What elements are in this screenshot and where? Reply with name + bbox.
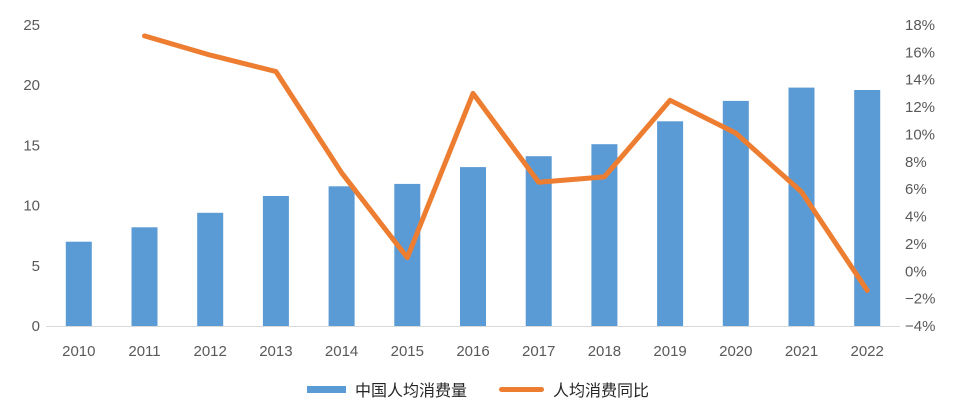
- x-axis-label-2021: 2021: [785, 343, 818, 360]
- x-axis-label-2017: 2017: [522, 343, 555, 360]
- right-axis-tick-18pct: 18%: [905, 17, 935, 34]
- bar-series-label: 中国人均消费量: [354, 381, 467, 400]
- bar-2013: [262, 196, 289, 326]
- right-axis-tick-−2pct: −2%: [905, 291, 935, 308]
- x-axis-label-2014: 2014: [325, 343, 358, 360]
- bar-2018: [591, 144, 618, 326]
- right-axis-tick-2pct: 2%: [905, 236, 927, 253]
- left-axis-tick-10: 10: [23, 198, 40, 215]
- x-axis-label-2019: 2019: [653, 343, 686, 360]
- bar-series-swatch: [306, 385, 346, 393]
- x-axis-label-2022: 2022: [851, 343, 884, 360]
- left-axis-tick-15: 15: [23, 137, 40, 154]
- right-axis-tick-10pct: 10%: [905, 127, 935, 144]
- x-axis-label-2013: 2013: [259, 343, 292, 360]
- legend-item-line-series: 人均消费同比: [499, 377, 649, 401]
- right-axis-tick-16pct: 16%: [905, 44, 935, 61]
- left-axis-tick-20: 20: [23, 77, 40, 94]
- left-axis-tick-0: 0: [32, 318, 40, 335]
- legend-item-bar-series: 中国人均消费量: [306, 377, 467, 401]
- bar-2016: [460, 167, 486, 326]
- x-axis-label-2010: 2010: [62, 343, 95, 360]
- x-axis-label-2015: 2015: [391, 343, 424, 360]
- x-axis-label-2020: 2020: [719, 343, 752, 360]
- bar-2011: [131, 227, 158, 326]
- legend: 中国人均消费量 人均消费同比: [0, 377, 956, 401]
- line-series-label: 人均消费同比: [553, 381, 650, 400]
- right-axis-tick-8pct: 8%: [905, 154, 927, 171]
- right-axis-tick-4pct: 4%: [905, 209, 927, 226]
- bar-2010: [65, 241, 92, 326]
- right-axis-tick-12pct: 12%: [905, 99, 935, 116]
- x-axis-label-2012: 2012: [194, 343, 227, 360]
- x-axis-label-2011: 2011: [128, 343, 160, 360]
- line-series-swatch: [499, 386, 544, 392]
- right-axis-tick-14pct: 14%: [905, 72, 935, 89]
- bar-2019: [657, 121, 684, 326]
- left-axis-tick-5: 5: [32, 258, 40, 275]
- right-axis-tick-0pct: 0%: [905, 263, 927, 280]
- bar-2014: [328, 186, 355, 326]
- line-series: [142, 33, 870, 293]
- left-axis-tick-25: 25: [23, 17, 40, 34]
- bar-2012: [197, 212, 224, 326]
- right-axis-tick-6pct: 6%: [905, 181, 927, 198]
- right-axis-tick-−4pct: −4%: [905, 318, 935, 335]
- x-axis-label-2016: 2016: [456, 343, 489, 360]
- x-axis-label-2018: 2018: [588, 343, 621, 360]
